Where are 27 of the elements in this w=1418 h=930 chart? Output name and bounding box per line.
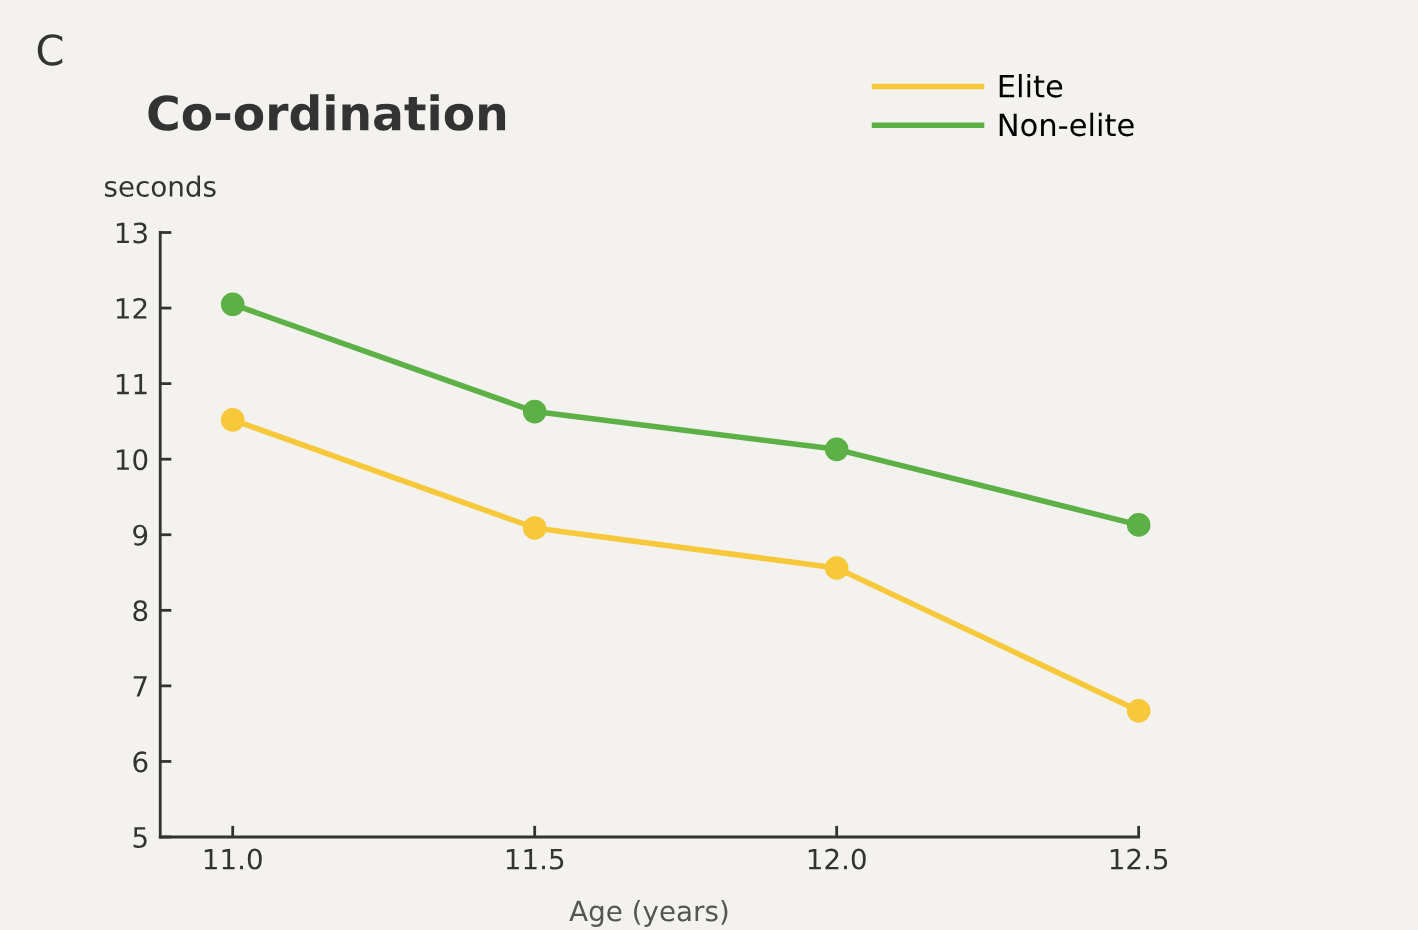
- y-tick-label: 13: [116, 222, 147, 244]
- y-tick-label: 10: [116, 449, 148, 471]
- point: [1126, 513, 1151, 537]
- x-tick-label: 12.0: [808, 848, 866, 870]
- legend-label: Elite: [999, 74, 1063, 98]
- x-tick-label: 11.0: [204, 848, 262, 870]
- y-tick-label: 5: [133, 827, 147, 848]
- y-tick-label: 6: [133, 751, 148, 773]
- point: [824, 437, 849, 462]
- x-tick-label: 12.5: [1110, 848, 1168, 870]
- point: [824, 556, 849, 580]
- chart-title: Co-ordination: [148, 94, 506, 131]
- point: [1126, 699, 1151, 723]
- legend-label: Non-elite: [999, 112, 1134, 137]
- y-tick-label: 12: [116, 298, 147, 319]
- point: [522, 399, 547, 424]
- point: [522, 516, 547, 540]
- text: C: [37, 34, 63, 66]
- y-tick-label: 9: [133, 524, 148, 546]
- y-tick-label: 7: [133, 676, 147, 697]
- y-tick-label: 11: [116, 373, 147, 395]
- x-tick-label: 11.5: [506, 848, 564, 870]
- y-axis-title: seconds: [104, 175, 216, 197]
- x-axis-title: Age (years): [569, 900, 728, 927]
- point: [220, 408, 245, 432]
- y-tick-label: 8: [133, 600, 148, 622]
- point: [220, 292, 245, 317]
